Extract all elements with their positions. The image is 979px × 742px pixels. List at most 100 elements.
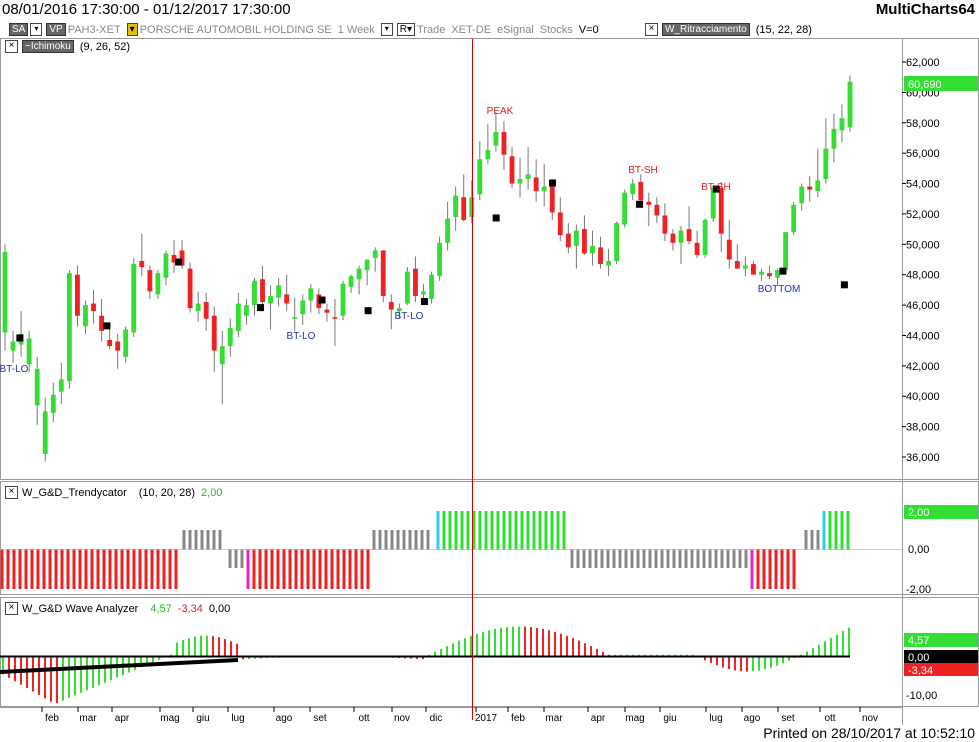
- candle-body: [775, 270, 780, 278]
- kijun-marker: [175, 258, 183, 266]
- price-tick-label: 48,000: [906, 270, 940, 282]
- candle-body: [364, 259, 370, 271]
- candle-body: [203, 302, 209, 319]
- annotation-label: BT-LO: [395, 311, 424, 322]
- candle-body: [718, 188, 724, 234]
- kijun-marker: [492, 214, 500, 222]
- trendycator-header: × W_G&D_Trendycator (10, 20, 28) 2,00: [5, 486, 222, 499]
- close-ritr-icon[interactable]: ×: [645, 23, 658, 36]
- candle-body: [445, 218, 451, 243]
- candle-body: [847, 81, 853, 128]
- candle-body: [179, 250, 185, 266]
- data-type-label: Trade: [417, 23, 446, 36]
- candle-body: [831, 128, 837, 149]
- sa-dropdown[interactable]: ▾: [30, 23, 43, 36]
- candle-body: [99, 315, 104, 331]
- candle-body: [131, 264, 137, 333]
- close-ichimoku-icon[interactable]: ×: [5, 40, 18, 53]
- candle-body: [437, 242, 442, 277]
- candle-body: [372, 250, 378, 258]
- price-tick-label: 52,000: [906, 209, 940, 221]
- candle-body: [477, 159, 483, 195]
- kijun-marker: [364, 307, 372, 315]
- month-label: mag: [160, 713, 179, 724]
- ichimoku-params: (9, 26, 52): [79, 40, 130, 53]
- price-tick-label: 50,000: [906, 239, 940, 251]
- candle-body: [308, 288, 314, 301]
- ichimoku-label[interactable]: ~Ichimoku: [22, 40, 74, 53]
- wave-axis-label: 0,00: [908, 652, 929, 664]
- kijun-marker: [103, 322, 111, 330]
- candle-body: [268, 295, 273, 304]
- candle-body: [380, 250, 386, 296]
- ritracciamento-header: × W_Ritracciamento (15, 22, 28): [645, 23, 812, 36]
- trendycator-name: W_G&D_Trendycator: [22, 486, 127, 499]
- kijun-marker: [712, 185, 720, 193]
- trendycator-value: 2,00: [201, 486, 223, 499]
- candle-body: [799, 186, 805, 204]
- candle-body: [565, 233, 571, 248]
- month-label: 2017: [475, 713, 498, 724]
- candle-body: [791, 204, 797, 233]
- month-label: lug: [231, 713, 244, 724]
- trendycator-params: (10, 20, 28): [138, 486, 196, 499]
- candle-body: [654, 204, 660, 216]
- symbol-dropdown[interactable]: ▾: [126, 23, 138, 36]
- month-label: ago: [744, 713, 761, 724]
- candle-body: [83, 305, 88, 327]
- close-trendycator-icon[interactable]: ×: [5, 486, 18, 499]
- candle-body: [91, 303, 96, 312]
- candle-body: [50, 394, 56, 413]
- candle-body: [276, 285, 282, 298]
- trend-axis-label: 0,00: [908, 544, 929, 556]
- candle-body: [823, 148, 829, 179]
- kijun-marker: [16, 334, 24, 342]
- candle-body: [115, 341, 121, 351]
- candle-body: [284, 294, 290, 304]
- candle-body: [638, 182, 644, 201]
- month-label: lug: [709, 713, 722, 724]
- candle-body: [686, 229, 692, 242]
- month-label: mar: [79, 713, 97, 724]
- candle-body: [751, 264, 756, 275]
- price-tick-label: 42,000: [906, 361, 940, 373]
- month-label: apr: [591, 713, 606, 724]
- month-label: nov: [862, 713, 878, 724]
- wave-header: × W_G&D Wave Analyzer 4,57 -3,34 0,00: [5, 602, 230, 615]
- candle-body: [107, 340, 113, 347]
- candle-body: [332, 317, 338, 319]
- candle-body: [58, 379, 64, 392]
- candle-body: [227, 327, 233, 347]
- candle-body: [662, 215, 668, 234]
- candle-body: [413, 268, 418, 296]
- candle-body: [155, 273, 161, 295]
- candle-body: [678, 230, 684, 243]
- candle-body: [429, 274, 434, 299]
- wave-value-tag-down: [904, 663, 978, 676]
- candle-body: [517, 178, 523, 184]
- annotation-label: BT-SH: [701, 182, 730, 193]
- month-label: giu: [663, 713, 676, 724]
- candle-body: [396, 308, 402, 312]
- kijun-marker: [420, 298, 428, 306]
- candle-body: [421, 291, 426, 295]
- vp-button[interactable]: VP: [46, 23, 66, 36]
- annotation-label: BT-LO: [0, 364, 29, 375]
- date-range-title: 08/01/2016 17:30:00 - 01/12/2017 17:30:0…: [2, 1, 291, 18]
- wave-axis-label: 4,57: [908, 635, 929, 647]
- wave-value-3: 0,00: [208, 602, 231, 615]
- close-wave-icon[interactable]: ×: [5, 602, 18, 615]
- candle-body: [26, 338, 32, 365]
- r-button[interactable]: R▾: [396, 23, 415, 36]
- ritracciamento-label[interactable]: W_Ritracciamento: [662, 23, 750, 36]
- annotation-label: BT-LO: [287, 331, 316, 342]
- candle-body: [710, 188, 716, 219]
- candle-body: [163, 253, 169, 278]
- sa-button[interactable]: SA: [9, 23, 29, 36]
- last-price-label: 60,690: [908, 79, 942, 91]
- candle-body: [557, 212, 563, 236]
- interval-dropdown[interactable]: ▾: [380, 23, 393, 36]
- month-label: giu: [196, 713, 209, 724]
- candle-body: [147, 270, 153, 292]
